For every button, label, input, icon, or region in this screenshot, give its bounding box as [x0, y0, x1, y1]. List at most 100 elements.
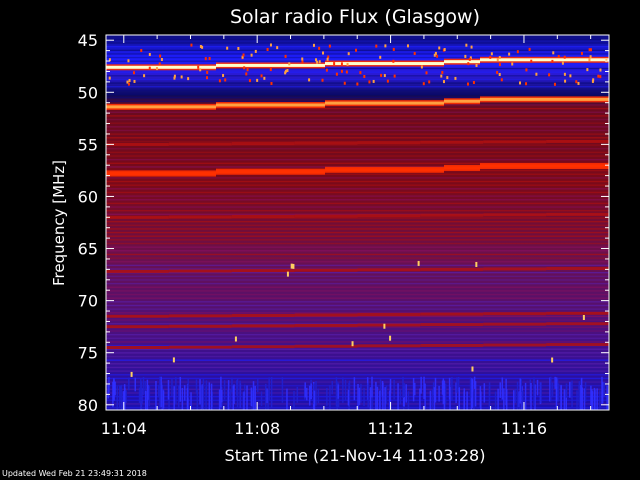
rfi-streak: [429, 390, 432, 410]
burst-speckle: [597, 74, 600, 78]
burst-speckle: [548, 73, 551, 77]
burst-speckle: [312, 43, 315, 47]
bright-line: [106, 172, 216, 176]
burst-speckle: [508, 52, 511, 56]
rfi-streak: [483, 383, 486, 403]
rfi-streak: [293, 391, 295, 409]
burst-speckle: [599, 68, 602, 72]
rfi-streak: [218, 389, 221, 410]
rfi-streak: [286, 388, 288, 410]
rfi-streak: [565, 383, 568, 398]
rfi-streak: [433, 387, 436, 410]
emission-line: [294, 344, 358, 348]
burst-speckle: [553, 82, 556, 86]
rfi-streak: [431, 389, 434, 409]
burst-speckle: [256, 78, 259, 82]
rfi-streak: [520, 377, 522, 393]
burst-speckle: [434, 51, 437, 55]
bright-line: [480, 164, 609, 168]
rfi-streak: [501, 377, 504, 400]
burst-speckle: [380, 73, 383, 77]
burst-speckle: [318, 60, 321, 64]
y-tick-label: 60: [78, 187, 98, 206]
rfi-streak: [107, 384, 109, 399]
rfi-streak: [229, 389, 232, 408]
bright-line: [325, 101, 444, 105]
burst-speckle: [552, 51, 555, 55]
burst-speckle: [224, 78, 227, 82]
spectrum-texture-row: [106, 290, 609, 292]
rfi-streak: [442, 378, 445, 405]
spectrum-texture-row: [106, 118, 609, 121]
rfi-streak: [534, 384, 536, 410]
burst-speckle: [577, 81, 580, 85]
burst-speckle: [333, 62, 336, 66]
rfi-streak: [522, 390, 524, 410]
emission-line: [168, 215, 232, 219]
rfi-streak: [250, 387, 253, 407]
emission-line: [420, 140, 484, 144]
rfi-streak: [317, 388, 320, 404]
rfi-streak: [473, 376, 476, 389]
bright-speckle: [383, 323, 386, 329]
rfi-streak: [268, 377, 270, 401]
rfi-streak: [232, 385, 234, 410]
emission-line: [483, 213, 547, 217]
rfi-streak: [360, 383, 362, 403]
bright-line: [106, 65, 216, 69]
spectrum-texture-row: [106, 96, 609, 99]
rfi-streak: [402, 376, 404, 398]
burst-speckle: [383, 74, 386, 78]
burst-speckle: [589, 55, 592, 59]
burst-speckle: [440, 74, 443, 78]
rfi-streak: [200, 385, 203, 410]
rfi-streak: [606, 385, 608, 410]
spectrum-texture-row: [106, 319, 609, 321]
burst-speckle: [563, 55, 566, 59]
burst-speckle: [468, 57, 471, 61]
emission-line: [294, 313, 358, 317]
rfi-streak: [227, 380, 230, 410]
burst-speckle: [446, 76, 449, 80]
burst-speckle: [245, 72, 248, 76]
burst-speckle: [557, 55, 560, 59]
rfi-streak: [488, 386, 491, 410]
spectrum-texture-row: [106, 93, 609, 95]
spectrum-texture-row: [106, 301, 609, 303]
rfi-streak: [179, 376, 182, 402]
rfi-streak: [379, 390, 381, 410]
spectrum-texture-row: [106, 75, 609, 77]
emission-line: [106, 215, 169, 219]
rfi-streak: [123, 384, 126, 400]
rfi-streak: [516, 381, 519, 410]
burst-speckle: [442, 80, 445, 84]
burst-speckle: [318, 46, 321, 50]
burst-speckle: [356, 82, 359, 86]
rfi-streak: [181, 387, 184, 410]
rfi-streak: [146, 379, 149, 410]
rfi-streak: [266, 388, 268, 404]
spectrum-texture-row: [106, 381, 609, 383]
spectrum-texture-row: [106, 253, 609, 256]
rfi-streak: [550, 376, 552, 402]
burst-speckle: [133, 79, 136, 83]
bright-speckle: [551, 357, 554, 363]
rfi-streak: [357, 383, 359, 410]
burst-speckle: [155, 67, 158, 71]
burst-speckle: [589, 48, 592, 52]
emission-line: [106, 142, 169, 146]
bright-speckle: [292, 263, 295, 269]
spectrum-texture-row: [106, 137, 609, 139]
burst-speckle: [528, 47, 531, 51]
rfi-streak: [419, 388, 421, 410]
bright-line: [480, 58, 609, 62]
burst-speckle: [301, 60, 304, 64]
emission-line: [483, 343, 547, 347]
emission-line: [294, 268, 358, 272]
rfi-streak: [265, 383, 267, 410]
rfi-streak: [580, 377, 583, 394]
rfi-streak: [367, 382, 369, 408]
emission-line: [294, 141, 358, 145]
rfi-streak: [167, 379, 170, 400]
